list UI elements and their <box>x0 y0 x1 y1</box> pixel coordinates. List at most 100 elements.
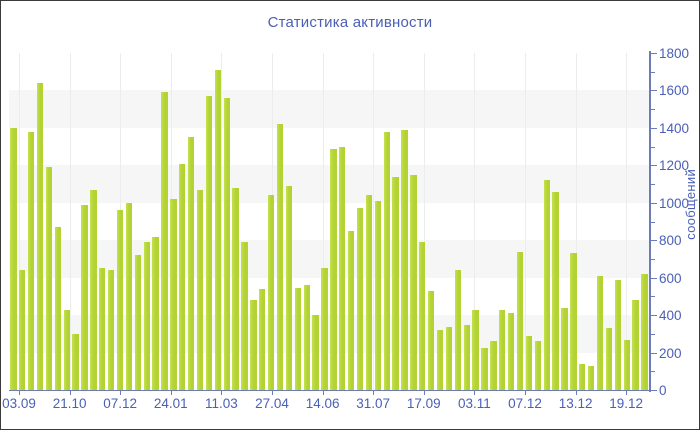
y-axis-tick <box>651 315 657 317</box>
y-axis-minor-tick <box>651 146 655 148</box>
bar <box>614 279 621 390</box>
x-axis-tick <box>322 391 324 395</box>
y-axis-tick-label: 800 <box>659 233 682 249</box>
x-axis-tick <box>272 391 273 395</box>
y-axis-tick <box>651 53 657 54</box>
bar <box>499 309 506 390</box>
bar <box>445 327 453 390</box>
bar <box>330 148 337 390</box>
x-axis-tick <box>626 391 628 395</box>
grid-band <box>9 165 649 203</box>
vertical-gridline <box>221 53 223 390</box>
bar <box>552 191 559 390</box>
bar <box>259 288 266 390</box>
bar <box>27 131 35 390</box>
vertical-gridline <box>69 53 71 390</box>
y-axis-minor-tick <box>651 371 655 373</box>
bar <box>490 341 497 390</box>
bar <box>427 290 435 390</box>
y-axis-tick-label: 1600 <box>659 83 690 99</box>
grid-band <box>9 315 649 353</box>
x-axis-tick-label: 07.12 <box>103 396 138 411</box>
y-axis-tick-label: 1800 <box>659 46 690 61</box>
y-axis-minor-tick <box>651 258 655 260</box>
bar <box>285 185 293 390</box>
bar <box>321 268 328 390</box>
bar <box>507 313 515 390</box>
grid-band <box>9 90 649 128</box>
bar <box>10 127 17 390</box>
bar <box>463 324 470 390</box>
bar <box>596 275 604 390</box>
y-axis-tick <box>651 90 657 92</box>
x-axis-tick <box>525 391 526 395</box>
vertical-gridline <box>474 53 476 390</box>
bar <box>347 230 355 390</box>
x-axis-tick-label: 11.03 <box>205 396 238 411</box>
vertical-gridline <box>575 53 577 390</box>
plot-area <box>9 53 649 390</box>
bar <box>294 288 301 390</box>
y-axis-tick-label: 200 <box>659 345 682 361</box>
bar <box>45 167 53 390</box>
bar <box>36 83 44 390</box>
bar <box>481 347 488 390</box>
bar <box>561 307 568 390</box>
x-axis-tick-label: 03.09 <box>2 396 36 411</box>
vertical-gridline <box>423 53 425 390</box>
bar <box>19 270 26 390</box>
bar <box>579 363 586 390</box>
bar <box>170 199 177 390</box>
bar <box>419 242 426 390</box>
bar <box>543 180 550 390</box>
bar <box>570 253 577 390</box>
bar <box>267 195 275 390</box>
bar <box>81 204 88 390</box>
bar <box>472 309 479 390</box>
x-axis-tick-label: 27.04 <box>255 396 289 411</box>
x-axis-tick <box>120 391 122 395</box>
x-axis-tick-label: 31.07 <box>356 396 391 411</box>
bar <box>303 285 310 390</box>
bar <box>90 189 97 390</box>
x-axis-tick <box>69 391 71 395</box>
x-axis-tick-label: 24.01 <box>153 396 188 411</box>
bar <box>632 300 639 390</box>
y-axis-minor-tick <box>651 221 655 223</box>
x-axis-tick <box>423 391 425 395</box>
y-axis-minor-tick <box>651 109 655 111</box>
chart-title: Статистика активности <box>267 14 433 31</box>
vertical-gridline <box>626 53 628 390</box>
y-axis-tick-label: 1200 <box>659 158 690 174</box>
y-axis-tick-label: 0 <box>659 383 667 398</box>
bar <box>339 146 346 390</box>
y-axis-tick <box>651 352 657 354</box>
x-axis-tick <box>373 391 375 395</box>
bar <box>196 189 204 390</box>
bar <box>179 163 186 390</box>
grid-band <box>9 240 649 278</box>
y-axis-minor-tick <box>651 296 655 298</box>
x-axis-tick-label: 21.10 <box>52 396 87 411</box>
x-axis-tick <box>19 391 20 395</box>
y-axis-tick-label: 1000 <box>659 195 690 211</box>
y-axis-tick-label: 600 <box>659 270 682 286</box>
x-axis-tick-label: 13.12 <box>558 396 593 411</box>
y-axis-tick <box>651 277 657 279</box>
y-axis-tick <box>651 127 657 129</box>
bar <box>401 129 408 390</box>
bar <box>383 131 390 390</box>
bar <box>143 242 150 390</box>
x-axis-line <box>9 390 651 391</box>
bar <box>214 69 221 390</box>
bar <box>392 176 399 390</box>
bar <box>232 187 239 390</box>
y-axis-line <box>649 51 651 392</box>
y-axis-tick <box>651 240 657 242</box>
y-axis-minor-tick <box>651 333 655 335</box>
bar <box>63 309 70 390</box>
x-axis-tick <box>474 391 476 395</box>
x-axis-tick <box>170 391 172 395</box>
bar <box>250 300 257 390</box>
